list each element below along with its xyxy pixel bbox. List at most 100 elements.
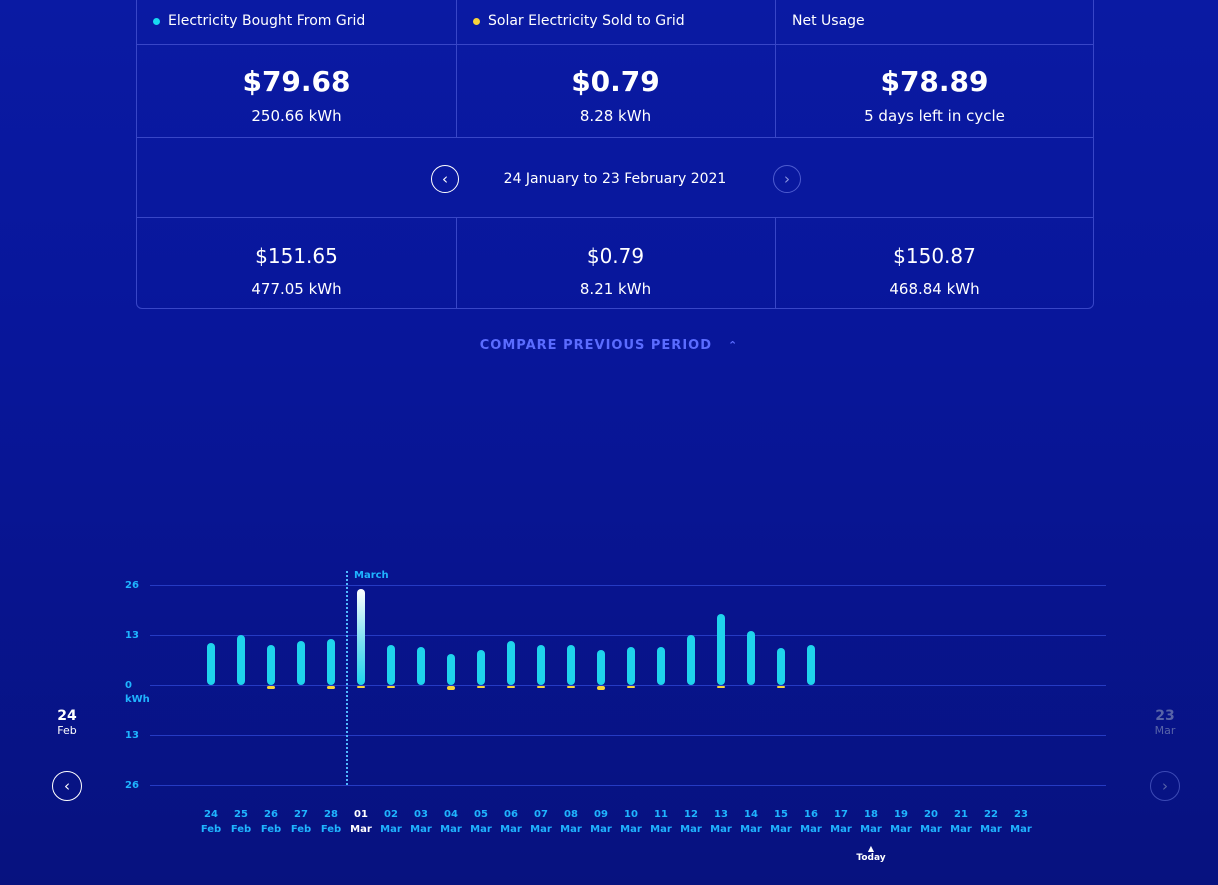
bought-bar[interactable] bbox=[237, 635, 245, 685]
next-period-button[interactable]: › bbox=[773, 165, 801, 193]
bought-bar[interactable] bbox=[777, 648, 785, 685]
bought-bar[interactable] bbox=[657, 646, 665, 685]
sold-bar[interactable] bbox=[477, 686, 485, 688]
x-axis-day: 13 bbox=[714, 809, 728, 820]
sold-bar[interactable] bbox=[567, 686, 575, 688]
bought-bar[interactable] bbox=[387, 644, 395, 685]
header-bought: Electricity Bought From Grid bbox=[153, 13, 365, 29]
x-axis-date-label[interactable]: 26 Feb bbox=[256, 807, 286, 837]
bought-bar[interactable] bbox=[717, 613, 725, 685]
x-axis-day: 15 bbox=[774, 809, 788, 820]
x-axis-month: Mar bbox=[800, 824, 822, 835]
bought-bar[interactable] bbox=[207, 642, 215, 685]
x-axis-date-label[interactable]: 23 Mar bbox=[1006, 807, 1036, 837]
bought-bar[interactable] bbox=[807, 644, 815, 685]
sold-bar[interactable] bbox=[387, 686, 395, 688]
previous-bought-amount: $151.65 bbox=[255, 244, 338, 268]
x-axis-day: 18 bbox=[864, 809, 878, 820]
x-axis-day: 27 bbox=[294, 809, 308, 820]
x-axis-month: Mar bbox=[530, 824, 552, 835]
bought-bar[interactable] bbox=[417, 646, 425, 685]
x-axis-date-label[interactable]: 06 Mar bbox=[496, 807, 526, 837]
x-axis-day: 24 bbox=[204, 809, 218, 820]
sold-bar[interactable] bbox=[717, 686, 725, 689]
x-axis-date-label[interactable]: 25 Feb bbox=[226, 807, 256, 837]
compare-previous-period-toggle[interactable]: COMPARE PREVIOUS PERIOD ⌃ bbox=[0, 338, 1218, 353]
x-axis-date-label[interactable]: 15 Mar bbox=[766, 807, 796, 837]
x-axis-month: Mar bbox=[860, 824, 882, 835]
sold-bar[interactable] bbox=[327, 686, 335, 690]
chart-previous-button[interactable]: ‹ bbox=[52, 771, 82, 801]
x-axis-date-label[interactable]: 19 Mar bbox=[886, 807, 916, 837]
previous-period-button[interactable]: ‹ bbox=[431, 165, 459, 193]
x-axis-date-label[interactable]: 16 Mar bbox=[796, 807, 826, 837]
bought-bar[interactable] bbox=[447, 654, 455, 685]
x-axis-date-label[interactable]: 18 Mar bbox=[856, 807, 886, 837]
x-axis-date-label[interactable]: 14 Mar bbox=[736, 807, 766, 837]
x-axis-date-label[interactable]: 13 Mar bbox=[706, 807, 736, 837]
x-axis-day: 21 bbox=[954, 809, 968, 820]
bought-bar[interactable] bbox=[747, 631, 755, 685]
bought-bar[interactable] bbox=[687, 635, 695, 685]
bought-bar[interactable] bbox=[537, 644, 545, 685]
x-axis-day: 04 bbox=[444, 809, 458, 820]
x-axis-date-label[interactable]: 08 Mar bbox=[556, 807, 586, 837]
x-axis-date-label[interactable]: 10 Mar bbox=[616, 807, 646, 837]
caret-up-icon: ▲ bbox=[867, 844, 875, 853]
sold-bar[interactable] bbox=[777, 686, 785, 688]
current-sold-kwh: 8.28 kWh bbox=[579, 107, 652, 125]
x-axis-date-label[interactable]: 02 Mar bbox=[376, 807, 406, 837]
x-axis-date-label[interactable]: 27 Feb bbox=[286, 807, 316, 837]
x-axis-day: 20 bbox=[924, 809, 938, 820]
x-axis-date-label[interactable]: 21 Mar bbox=[946, 807, 976, 837]
x-axis-month: Mar bbox=[410, 824, 432, 835]
x-axis-date-label[interactable]: 07 Mar bbox=[526, 807, 556, 837]
divider bbox=[456, 0, 457, 137]
bought-bar[interactable] bbox=[477, 650, 485, 685]
sold-bar[interactable] bbox=[357, 686, 365, 688]
x-axis-date-label[interactable]: 20 Mar bbox=[916, 807, 946, 837]
bought-bar[interactable] bbox=[327, 638, 335, 685]
x-axis-date-label[interactable]: 24 Feb bbox=[196, 807, 226, 837]
y-tick-label: 26 bbox=[125, 580, 139, 591]
divider bbox=[137, 44, 1093, 45]
x-axis-date-label[interactable]: 22 Mar bbox=[976, 807, 1006, 837]
x-axis-date-label[interactable]: 04 Mar bbox=[436, 807, 466, 837]
x-axis-month: Mar bbox=[680, 824, 702, 835]
bought-bar[interactable] bbox=[597, 650, 605, 685]
x-axis-date-label[interactable]: 17 Mar bbox=[826, 807, 856, 837]
cycle-days-left: 5 days left in cycle bbox=[864, 107, 1005, 125]
sold-bar[interactable] bbox=[627, 686, 635, 688]
chart-next-button[interactable]: › bbox=[1150, 771, 1180, 801]
x-axis-day: 28 bbox=[324, 809, 338, 820]
range-end-month: Mar bbox=[1154, 724, 1176, 737]
y-tick-label: 13 bbox=[125, 630, 139, 641]
y-unit-label: kWh bbox=[125, 694, 150, 705]
x-axis-month: Mar bbox=[380, 824, 402, 835]
sold-bar[interactable] bbox=[447, 686, 455, 690]
sold-bar[interactable] bbox=[507, 686, 515, 688]
bought-bar[interactable] bbox=[357, 588, 365, 685]
sold-bar[interactable] bbox=[267, 686, 275, 690]
sold-bar[interactable] bbox=[597, 686, 605, 690]
bought-bar[interactable] bbox=[627, 646, 635, 685]
header-net-label: Net Usage bbox=[792, 13, 865, 29]
bought-bar[interactable] bbox=[507, 640, 515, 685]
x-axis-date-label[interactable]: 05 Mar bbox=[466, 807, 496, 837]
x-axis-date-label[interactable]: 11 Mar bbox=[646, 807, 676, 837]
x-axis-month: Mar bbox=[710, 824, 732, 835]
gridline bbox=[150, 785, 1106, 786]
x-axis-month: Mar bbox=[740, 824, 762, 835]
x-axis-date-label[interactable]: 28 Feb bbox=[316, 807, 346, 837]
x-axis-day: 26 bbox=[264, 809, 278, 820]
x-axis-date-label[interactable]: 09 Mar bbox=[586, 807, 616, 837]
bought-bar[interactable] bbox=[297, 640, 305, 685]
sold-bar[interactable] bbox=[537, 686, 545, 688]
x-axis-date-label[interactable]: 12 Mar bbox=[676, 807, 706, 837]
today-indicator: ▲ Today bbox=[851, 844, 891, 864]
x-axis-date-label[interactable]: 01 Mar bbox=[346, 807, 376, 837]
bought-bar[interactable] bbox=[267, 644, 275, 685]
header-sold: Solar Electricity Sold to Grid bbox=[473, 13, 685, 29]
x-axis-date-label[interactable]: 03 Mar bbox=[406, 807, 436, 837]
bought-bar[interactable] bbox=[567, 644, 575, 685]
